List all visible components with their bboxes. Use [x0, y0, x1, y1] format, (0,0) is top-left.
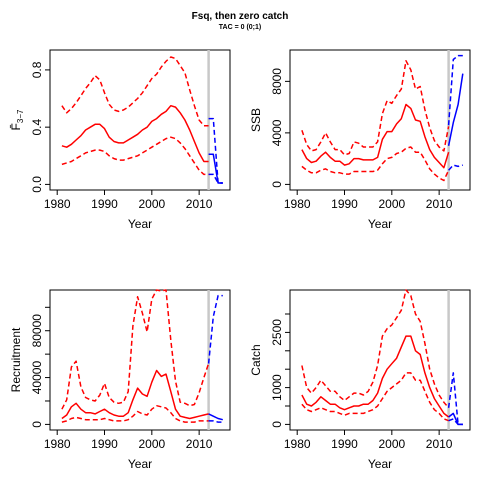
x-tick-label: 2010 [186, 437, 213, 451]
y-tick-label: 1000 [270, 374, 284, 401]
y-tick-label: 0 [270, 181, 284, 188]
x-tick-label: 1990 [331, 197, 358, 211]
historical-median-line [301, 335, 450, 418]
y-tick-label: 0 [270, 421, 284, 428]
panel-bottom-right: 1980 1990 2000 2010 Year 0 1000 2500 Catch [249, 289, 471, 471]
historical-upper-line [61, 56, 209, 127]
plot-frame [289, 289, 471, 431]
x-tick-label: 2010 [426, 437, 453, 451]
x-tick-label: 1990 [91, 197, 118, 211]
plot-frame [49, 49, 231, 191]
y-tick-label: 40000 [30, 361, 44, 395]
y-tick-label: 8000 [270, 68, 284, 95]
y-axis-label: Catch [249, 344, 263, 375]
historical-lower-line [301, 372, 449, 422]
y-tick-label: 0.4 [30, 118, 44, 135]
projection-upper-line [447, 372, 463, 426]
x-tick-label: 1980 [44, 197, 71, 211]
figure-title: Fsq, then zero catch [191, 11, 289, 22]
projection-lower-line [448, 164, 463, 171]
x-tick-label: 2010 [186, 197, 213, 211]
figure-subtitle: TAC = 0 (0;1) [218, 24, 262, 31]
projection-lower-line [448, 418, 463, 426]
y-tick-label: 0.0 [30, 176, 44, 193]
y-tick-label: 4000 [270, 119, 284, 146]
projection-upper-line [447, 54, 463, 126]
y-axis-label: SSB [249, 108, 263, 132]
x-tick-label: 2000 [138, 437, 165, 451]
x-tick-label: 2000 [378, 437, 405, 451]
projection-upper-line [207, 294, 223, 364]
historical-lower-line [301, 146, 450, 182]
y-axis-label: F̄3−7 [9, 109, 25, 130]
historical-median-line [61, 369, 209, 420]
historical-upper-line [301, 60, 450, 156]
panel-top-left: 1980 1990 2000 2010 Year 0.0 0.4 0.8 F̄3−7 [9, 49, 231, 231]
plot-frame [49, 289, 231, 431]
projection-median-line [447, 73, 464, 146]
x-axis-label: Year [128, 457, 152, 471]
x-tick-label: 1980 [284, 197, 311, 211]
x-tick-label: 2010 [426, 197, 453, 211]
x-axis-label: Year [368, 457, 392, 471]
panel-bottom-left: 1980 1990 2000 2010 Year 0 40000 80000 Recruitme… [9, 289, 231, 471]
panel-top-right: 1980 1990 2000 2010 Year 0 4000 8000 SSB [249, 49, 471, 231]
projection-median-line [208, 413, 223, 421]
y-tick-label: 0.8 [30, 61, 44, 78]
historical-median-line [61, 104, 209, 163]
x-tick-label: 1980 [44, 437, 71, 451]
historical-lower-line [61, 136, 209, 176]
x-tick-label: 2000 [378, 197, 405, 211]
historical-median-line [301, 103, 450, 169]
historical-upper-line [301, 289, 450, 409]
projection-median-line [448, 412, 463, 426]
plot-frame [289, 49, 471, 191]
x-tick-label: 2000 [138, 197, 165, 211]
y-tick-label: 80000 [30, 314, 44, 348]
historical-lower-line [61, 404, 209, 423]
y-tick-label: 2500 [270, 319, 284, 346]
projection-upper-line [208, 117, 223, 184]
x-axis-label: Year [128, 217, 152, 231]
x-tick-label: 1990 [91, 437, 118, 451]
x-axis-label: Year [368, 217, 392, 231]
projection-lower-line [208, 420, 223, 423]
x-tick-label: 1980 [284, 437, 311, 451]
projection-lower-line [208, 173, 223, 184]
y-tick-label: 0 [30, 421, 44, 428]
historical-upper-line [61, 289, 210, 410]
x-tick-label: 1990 [331, 437, 358, 451]
y-axis-label: Recruitment [9, 327, 23, 392]
